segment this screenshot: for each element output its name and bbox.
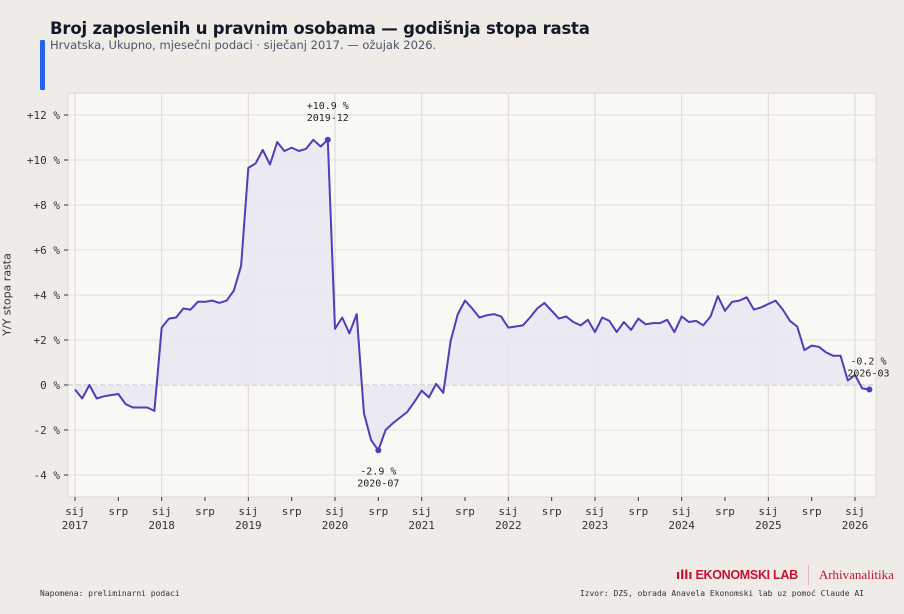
x-tick-label: sij bbox=[238, 505, 258, 518]
series-line bbox=[74, 138, 870, 452]
footnote: Napomena: preliminarni podaci bbox=[40, 589, 180, 598]
x-tick-label: sij bbox=[672, 505, 692, 518]
x-tick-label: srp bbox=[802, 505, 822, 518]
annotation-value: -2.9 % bbox=[360, 466, 396, 477]
x-tick-label: sij bbox=[845, 505, 865, 518]
x-tick-year: 2021 bbox=[408, 519, 435, 532]
annotation-point bbox=[375, 447, 382, 454]
accent-bar bbox=[40, 40, 45, 90]
x-tick-year: 2017 bbox=[62, 519, 89, 532]
y-tick-label: +2 % bbox=[34, 334, 61, 347]
series-area bbox=[75, 139, 870, 451]
logo-main: EKONOMSKI LAB bbox=[695, 568, 798, 582]
brand-logo: ıllı EKONOMSKI LAB Arhivanalitika bbox=[676, 565, 894, 585]
annotation-point bbox=[324, 136, 331, 143]
logo-divider bbox=[807, 565, 809, 585]
x-tick-label: srp bbox=[628, 505, 648, 518]
x-tick-year: 2018 bbox=[148, 519, 175, 532]
x-tick-label: sij bbox=[585, 505, 605, 518]
logo-secondary: Arhivanalitika bbox=[818, 567, 894, 582]
y-tick-label: -4 % bbox=[34, 469, 61, 482]
x-tick-label: sij bbox=[325, 505, 345, 518]
annotation-value: +10.9 % bbox=[307, 101, 349, 112]
y-tick-label: 0 % bbox=[40, 379, 60, 392]
y-tick-label: +12 % bbox=[27, 109, 60, 122]
x-tick-year: 2025 bbox=[755, 519, 782, 532]
logo-bars-icon: ıllı bbox=[676, 568, 693, 582]
y-tick-label: +10 % bbox=[27, 154, 60, 167]
x-tick-year: 2020 bbox=[322, 519, 349, 532]
x-tick-year: 2023 bbox=[582, 519, 609, 532]
x-tick-label: sij bbox=[498, 505, 518, 518]
y-tick-label: -2 % bbox=[34, 424, 61, 437]
x-tick-label: srp bbox=[715, 505, 735, 518]
x-tick-label: sij bbox=[152, 505, 172, 518]
y-tick-label: +4 % bbox=[34, 289, 61, 302]
x-tick-label: srp bbox=[542, 505, 562, 518]
x-tick-year: 2019 bbox=[235, 519, 262, 532]
y-tick-label: +8 % bbox=[34, 199, 61, 212]
x-tick-year: 2026 bbox=[842, 519, 869, 532]
x-tick-label: srp bbox=[368, 505, 388, 518]
annotation-date: 2026-03 bbox=[847, 369, 889, 380]
source-note: Izvor: DZS, obrada Anavela Ekonomski lab… bbox=[579, 589, 864, 598]
annotation-date: 2019-12 bbox=[307, 113, 349, 124]
x-tick-label: sij bbox=[65, 505, 85, 518]
annotation-value: -0.2 % bbox=[850, 357, 886, 368]
annotation-point bbox=[866, 386, 873, 393]
x-tick-label: srp bbox=[282, 505, 302, 518]
x-tick-year: 2024 bbox=[668, 519, 695, 532]
annotation-date: 2020-07 bbox=[357, 478, 399, 489]
x-tick-year: 2022 bbox=[495, 519, 522, 532]
x-tick-label: srp bbox=[108, 505, 128, 518]
x-tick-label: sij bbox=[412, 505, 432, 518]
chart-subtitle: Hrvatska, Ukupno, mjesečni podaci · sije… bbox=[50, 38, 437, 52]
x-tick-label: sij bbox=[758, 505, 778, 518]
x-tick-label: srp bbox=[195, 505, 215, 518]
y-tick-label: +6 % bbox=[34, 244, 61, 257]
chart-title: Broj zaposlenih u pravnim osobama — godi… bbox=[50, 19, 590, 38]
x-tick-label: srp bbox=[455, 505, 475, 518]
